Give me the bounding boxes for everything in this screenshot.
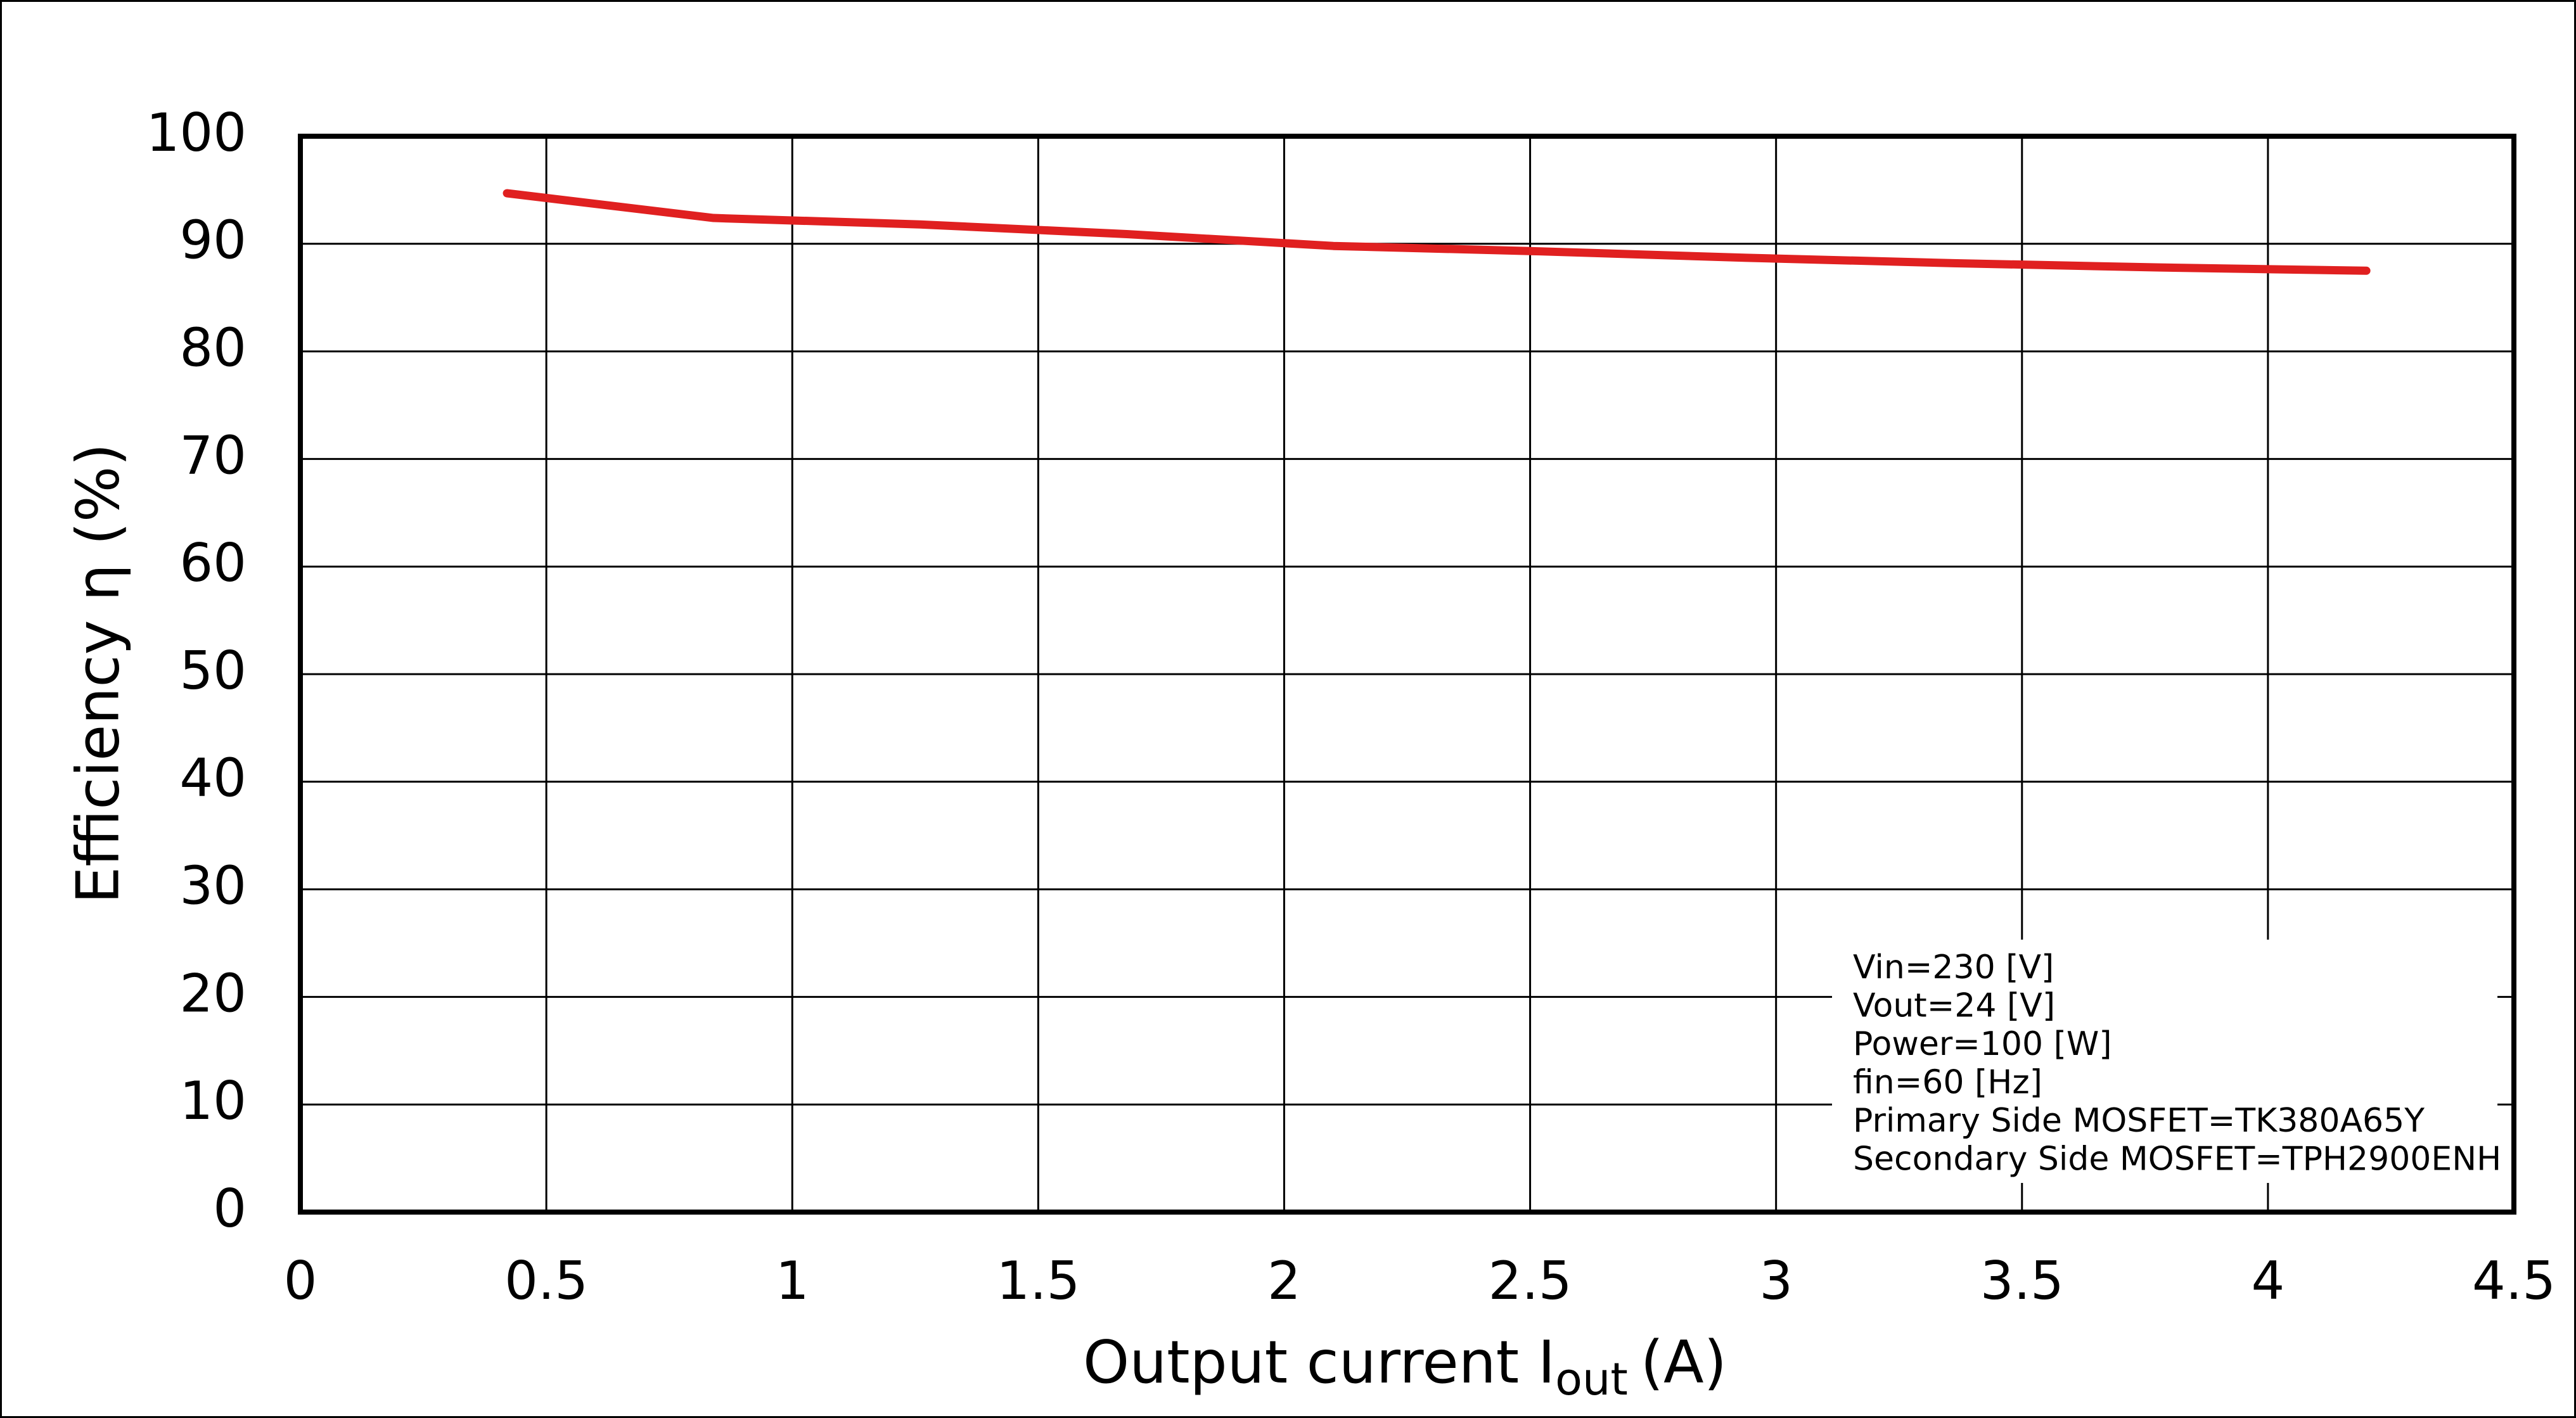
x-tick-label: 1.5: [996, 1250, 1080, 1312]
x-tick-label: 1: [776, 1250, 809, 1312]
annotation-line: Vin=230 [V]: [1853, 949, 2054, 987]
y-tick-label: 80: [179, 317, 247, 379]
x-axis-title-unit: (A): [1641, 1328, 1727, 1396]
y-tick-label: 90: [179, 210, 247, 271]
x-tick-label: 3.5: [1980, 1250, 2064, 1312]
data-line: [503, 189, 2371, 275]
x-axis-title-text: Output current I: [1083, 1328, 1555, 1396]
x-tick-label: 3: [1759, 1250, 1793, 1312]
x-axis-title: Output current Iout (A): [1083, 1328, 1727, 1405]
y-tick-label: 10: [179, 1070, 247, 1132]
y-tick-label: 20: [179, 962, 247, 1024]
y-tick-label: 40: [179, 748, 247, 809]
y-tick-label: 70: [179, 425, 247, 486]
x-tick-label: 4: [2251, 1250, 2284, 1312]
x-tick-label: 4.5: [2472, 1250, 2556, 1312]
y-tick-label: 100: [146, 102, 247, 163]
y-axis-title: Efficiency η (%): [63, 444, 132, 904]
x-tick-label: 2.5: [1489, 1250, 1572, 1312]
annotation-line: Secondary Side MOSFET=TPH2900ENH: [1853, 1140, 2501, 1178]
annotation-line: Power=100 [W]: [1853, 1025, 2112, 1063]
y-tick-label: 60: [179, 532, 247, 594]
x-tick-label: 0: [284, 1250, 317, 1312]
x-tick-label: 0.5: [504, 1250, 588, 1312]
annotation-box: [1832, 940, 2497, 1183]
annotation-line: fin=60 [Hz]: [1853, 1064, 2042, 1102]
y-tick-label: 0: [213, 1178, 247, 1239]
plot-area: Vin=230 [V]Vout=24 [V]Power=100 [W]fin=6…: [298, 134, 2516, 1215]
x-tick-label: 2: [1267, 1250, 1301, 1312]
x-axis-title-subscript: out: [1555, 1353, 1628, 1405]
y-tick-label: 30: [179, 855, 247, 917]
plot-frame: [298, 134, 2516, 1215]
annotation-line: Vout=24 [V]: [1853, 987, 2055, 1025]
y-tick-label: 50: [179, 640, 247, 701]
annotation-line: Primary Side MOSFET=TK380A65Y: [1853, 1102, 2425, 1140]
